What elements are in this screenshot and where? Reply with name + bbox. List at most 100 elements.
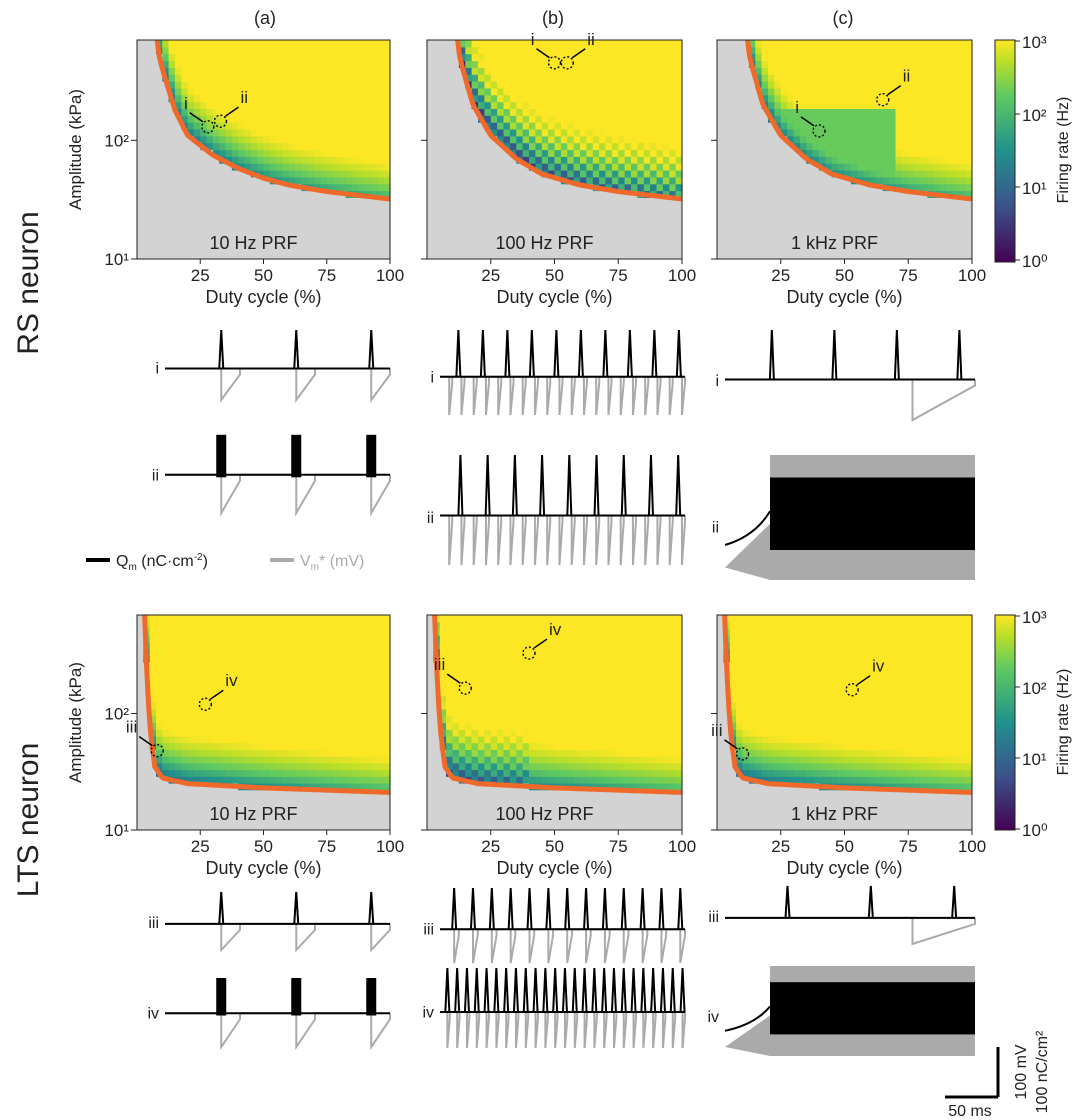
heatmap-cell [200,695,208,703]
heatmap-cell [675,695,683,703]
heatmap-cell [656,101,664,109]
heatmap-cell [933,156,941,164]
heatmap-cell [882,762,890,771]
heatmap-cell [509,709,517,717]
heatmap-cell [780,749,788,757]
heatmap-cell [933,60,941,68]
heatmap-cell [554,135,562,144]
heatmap-cell [748,695,756,703]
heatmap-cell [605,74,613,82]
heatmap-cell [908,170,916,178]
heatmap-cell [844,81,852,89]
heatmap-cell [193,46,201,55]
heatmap-cell [187,94,195,103]
heatmap-cell [838,682,846,690]
heatmap-cell [371,655,378,663]
heatmap-cell [675,675,683,683]
heatmap-cell [599,762,607,771]
heatmap-cell [656,135,664,144]
heatmap-cell [787,74,795,82]
heatmap-cell [320,769,328,777]
heatmap-cell [618,101,626,109]
heatmap-cell [780,662,788,670]
row-label-lts: LTS neuron [12,743,45,898]
heatmap-cell [870,94,877,103]
heatmap-cell [554,149,562,157]
heatmap-cell [618,142,626,151]
heatmap-cell [554,762,562,771]
heatmap-cell [793,628,801,636]
heatmap-cell [219,655,227,663]
heatmap-cell [850,722,858,730]
heatmap-cell [238,40,246,48]
heatmap-cell [548,675,556,683]
heatmap-cell [618,46,626,55]
heatmap-cell [895,94,903,103]
heatmap-cell [761,675,769,683]
heatmap-cell [618,709,626,717]
heatmap-cell [952,769,960,777]
heatmap-cell [914,635,922,643]
heatmap-cell [819,621,826,629]
heatmap-cell [250,115,258,123]
heatmap-cell [326,81,334,89]
heatmap-cell [914,668,922,677]
heatmap-cell [339,668,347,677]
heatmap-cell [914,783,922,791]
heatmap-cell [650,709,658,717]
heatmap-cell [257,142,265,151]
heatmap-cell [819,122,826,130]
heatmap-cell [174,749,182,757]
heatmap-cell [269,735,277,744]
heatmap-cell [831,621,839,629]
heatmap-cell [863,735,871,744]
x-tick-label: 50 [545,266,564,285]
heatmap-cell [940,628,948,636]
heatmap-cell [573,628,581,636]
heatmap-cell [471,722,479,730]
heatmap-cell [882,135,890,144]
heatmap-cell [611,81,619,89]
heatmap-cell [548,46,556,55]
heatmap-cell [276,149,283,157]
heatmap-cell [187,46,195,55]
heatmap-cell [618,641,626,650]
heatmap-cell [952,735,960,744]
heatmap-cell [548,170,556,178]
heatmap-cell [729,688,737,697]
heatmap-cell [921,762,928,771]
heatmap-cell [611,135,619,144]
heatmap-cell [850,668,858,677]
heatmap-cell [889,129,897,137]
heatmap-cell [857,108,865,116]
heatmap-cell [831,129,839,137]
heatmap-cell [863,729,871,737]
heatmap-cell [377,621,385,629]
heatmap-cell [870,662,877,670]
heatmap-cell [352,662,359,670]
heatmap-cell [276,662,283,670]
heatmap-cell [952,190,960,198]
heatmap-cell [295,176,302,185]
heatmap-cell [882,783,890,791]
heatmap-cell [819,641,826,650]
heatmap-cell [193,769,201,777]
heatmap-cell [611,74,619,82]
heatmap-cell [465,628,473,636]
heatmap-cell [863,668,871,677]
heatmap-cell [282,149,290,157]
heatmap-cell [320,702,328,710]
heatmap-cell [650,648,658,656]
heatmap-cell [799,762,807,771]
marker-i [547,56,562,70]
heatmap-cell [339,87,347,96]
heatmap-cell [478,74,485,82]
heatmap-cell [643,108,651,116]
heatmap-cell [901,74,909,82]
heatmap-cell [876,176,884,185]
heatmap-cell [946,183,954,192]
heatmap-cell [288,176,296,185]
heatmap-cell [586,170,594,178]
heatmap-cell [669,695,677,703]
heatmap-cell [465,615,473,623]
